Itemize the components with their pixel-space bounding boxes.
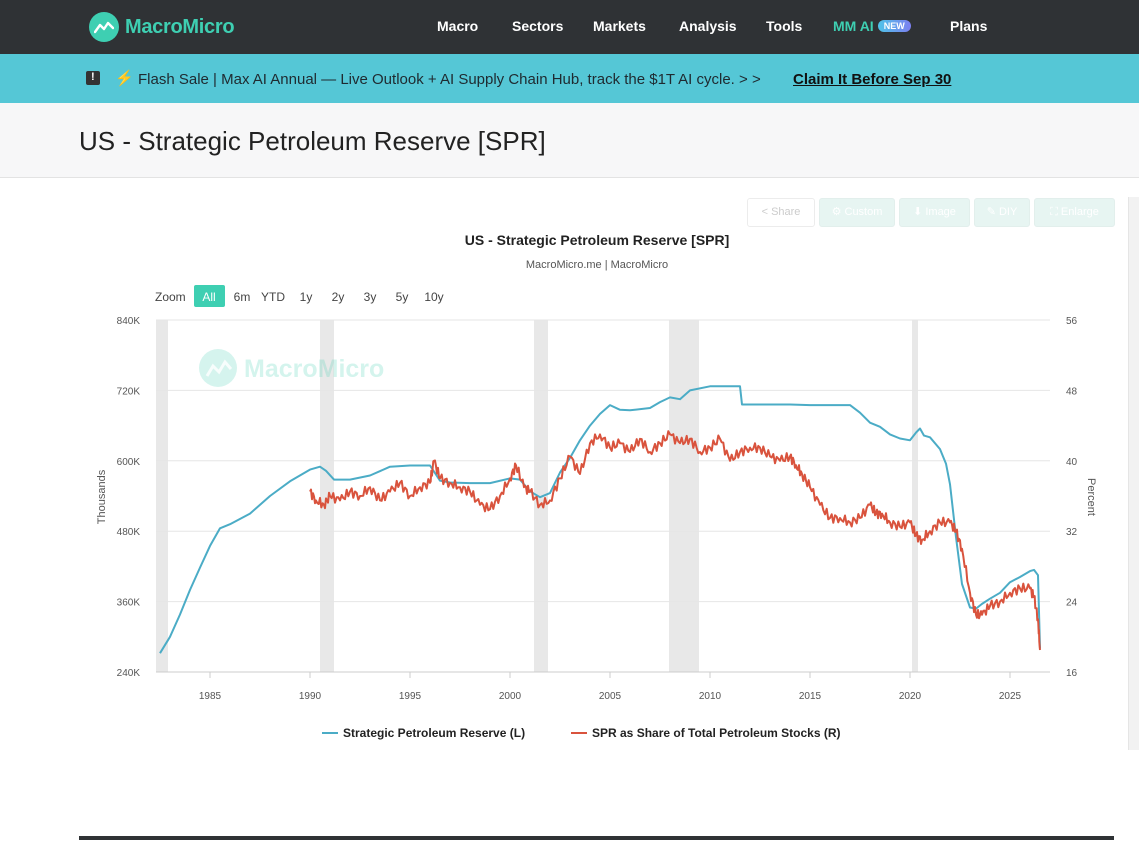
chart-title: US - Strategic Petroleum Reserve [SPR] xyxy=(465,232,730,248)
zoom-ytd-button[interactable]: YTD xyxy=(261,290,285,304)
x-tick-2000: 2000 xyxy=(499,691,522,702)
y-tick-right-16: 16 xyxy=(1066,668,1078,679)
x-tick-1995: 1995 xyxy=(399,691,422,702)
watermark: MacroMicro xyxy=(199,349,384,387)
nav-macro[interactable]: Macro xyxy=(437,18,479,34)
nav-sectors[interactable]: Sectors xyxy=(512,18,564,34)
promo-cta-link[interactable]: Claim It Before Sep 30 xyxy=(793,71,952,88)
enlarge-label: Enlarge xyxy=(1060,206,1099,218)
title-bar xyxy=(0,103,1139,178)
footer-divider xyxy=(79,836,1114,840)
pencil-icon: ✎ xyxy=(986,206,999,218)
y-tick-left-360K: 360K xyxy=(117,598,141,609)
custom-label: Custom xyxy=(844,206,883,218)
download-icon: ⬇ xyxy=(913,206,926,218)
x-tick-2010: 2010 xyxy=(699,691,722,702)
x-tick-2025: 2025 xyxy=(999,691,1022,702)
image-button[interactable]: ⬇ Image xyxy=(899,198,970,227)
zoom-5y-button[interactable]: 5y xyxy=(396,290,409,304)
recession-band-4 xyxy=(912,320,918,672)
y-tick-right-48: 48 xyxy=(1066,386,1078,397)
y-tick-left-600K: 600K xyxy=(117,457,141,468)
recession-band-0 xyxy=(156,320,168,672)
nav-analysis[interactable]: Analysis xyxy=(679,18,737,34)
legend-item-1[interactable]: SPR as Share of Total Petroleum Stocks (… xyxy=(592,726,841,740)
macromicro-logo-icon xyxy=(89,12,119,42)
brand-logo-link[interactable]: MacroMicro xyxy=(89,11,235,43)
zoom-label: Zoom xyxy=(155,290,186,304)
x-tick-1990: 1990 xyxy=(299,691,322,702)
zoom-6m-button[interactable]: 6m xyxy=(234,290,251,304)
promo-banner xyxy=(0,54,1139,103)
y-axis-left-label: Thousands xyxy=(96,469,108,524)
nav-markets[interactable]: Markets xyxy=(593,18,646,34)
x-tick-2015: 2015 xyxy=(799,691,822,702)
zoom-options: All 6m YTD 1y 2y 3y 5y 10y xyxy=(194,285,444,307)
y-tick-left-480K: 480K xyxy=(117,527,141,538)
zoom-2y-button[interactable]: 2y xyxy=(332,290,345,304)
watermark-text: MacroMicro xyxy=(244,355,384,383)
lightning-icon: ⚡ xyxy=(115,70,134,87)
series xyxy=(159,385,1041,654)
x-tick-1985: 1985 xyxy=(199,691,222,702)
side-panel-edge xyxy=(1128,197,1139,750)
nav-tools[interactable]: Tools xyxy=(766,18,803,34)
new-badge: NEW xyxy=(877,20,911,32)
axes: 240K 360K 480K 600K 720K 840K 16 24 32 40 48 56 1985… xyxy=(117,316,1078,702)
share-label: Share xyxy=(771,206,801,218)
nav-mm-ai[interactable]: MM AI NEW xyxy=(833,18,911,34)
message-alert-icon xyxy=(86,71,100,85)
expand-icon: ⛶ xyxy=(1050,206,1061,218)
x-tick-2020: 2020 xyxy=(899,691,922,702)
legend: Strategic Petroleum Reserve (L) SPR as Sh… xyxy=(322,726,841,740)
brand-name: MacroMicro xyxy=(125,15,235,38)
gridlines xyxy=(156,319,1050,673)
recession-band-3 xyxy=(669,320,699,672)
y-tick-right-24: 24 xyxy=(1066,598,1078,609)
promo-text: Flash Sale | Max AI Annual — Live Outloo… xyxy=(138,71,761,88)
watermark-logo-mark xyxy=(205,359,233,377)
diy-label: DIY xyxy=(998,206,1018,218)
zoom-10y-button[interactable]: 10y xyxy=(424,290,443,304)
top-nav xyxy=(0,0,1139,54)
y-tick-left-240K: 240K xyxy=(117,668,141,679)
diy-button[interactable]: ✎ DIY xyxy=(974,198,1030,227)
y-axis-right-label: Percent xyxy=(1085,478,1097,516)
watermark-logo-icon xyxy=(199,349,237,387)
zoom-all-button[interactable]: All xyxy=(202,290,215,304)
page-title: US - Strategic Petroleum Reserve [SPR] xyxy=(79,126,546,156)
custom-button[interactable]: ⚙ Custom xyxy=(819,198,895,227)
x-tick-2005: 2005 xyxy=(599,691,622,702)
nav-plans[interactable]: Plans xyxy=(950,18,988,34)
y-tick-left-720K: 720K xyxy=(117,386,141,397)
y-tick-right-32: 32 xyxy=(1066,527,1078,538)
spr-share-series-line xyxy=(309,430,1041,651)
zoom-3y-button[interactable]: 3y xyxy=(364,290,377,304)
recession-band-1 xyxy=(320,320,334,672)
y-tick-right-56: 56 xyxy=(1066,316,1078,327)
y-tick-left-840K: 840K xyxy=(117,316,141,327)
nav-mm-ai-label: MM AI xyxy=(833,18,874,34)
y-tick-right-40: 40 xyxy=(1066,457,1078,468)
spr-series-line xyxy=(159,385,1041,654)
gear-icon: ⚙ xyxy=(831,206,845,218)
enlarge-button[interactable]: ⛶ Enlarge xyxy=(1034,198,1115,227)
zoom-All-bg xyxy=(194,285,225,307)
legend-item-0[interactable]: Strategic Petroleum Reserve (L) xyxy=(343,726,525,740)
chart-subtitle: MacroMicro.me | MacroMicro xyxy=(526,259,668,271)
share-icon: < xyxy=(761,206,772,218)
share-button[interactable]: < Share xyxy=(747,198,815,227)
zoom-1y-button[interactable]: 1y xyxy=(300,290,313,304)
image-label: Image xyxy=(925,206,956,218)
